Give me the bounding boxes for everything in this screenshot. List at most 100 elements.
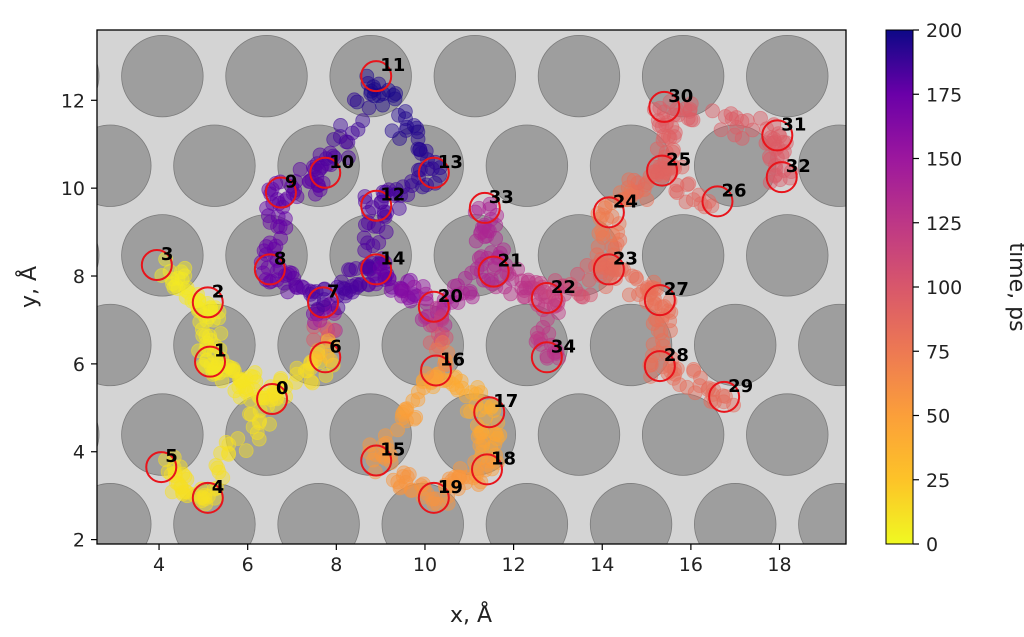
colorbar-tick-label-3: 75 [926,341,950,363]
site-label-6: 6 [329,336,342,357]
trajectory-point-223 [280,284,296,300]
y-tick-label-3: 8 [73,266,85,288]
trajectory-point-32 [238,443,254,459]
trajectory-point-961 [433,309,449,325]
site-marker-14 [360,253,393,286]
trajectory-point-178 [269,389,285,405]
trajectory-point-857 [475,436,491,452]
lattice-atom-1 [17,573,99,637]
trajectory-point-257 [260,260,276,276]
site-marker-20 [417,290,450,323]
lattice-atom-25 [1007,483,1024,565]
site-marker-6 [309,341,342,374]
site-marker-27 [643,284,676,317]
trajectory-point-595 [693,196,709,212]
trajectory-point-872 [477,462,493,478]
site-label-14: 14 [380,248,405,269]
x-tick-label-0: 4 [153,554,165,576]
site-marker-34 [530,341,563,374]
trajectory-point-48 [249,425,265,441]
site-label-17: 17 [493,391,518,412]
trajectory-point-359 [378,184,394,200]
y-tick-label-1: 4 [73,442,85,464]
site-label-33: 33 [489,187,514,208]
trajectory-point-766 [734,130,750,146]
trajectory-point-689 [643,285,659,301]
trajectory-point-623 [481,223,497,239]
trajectory-point-779 [662,94,678,110]
trajectory-point-116 [165,276,180,292]
trajectory-point-204 [312,344,328,360]
trajectory-point-454 [447,278,462,294]
site-marker-15 [360,444,393,477]
trajectory-point-318 [397,104,413,119]
lattice-atom-63 [641,214,725,297]
trajectory-point-414 [337,281,352,297]
site-label-12: 12 [380,185,405,206]
lattice-atom-43 [0,304,47,386]
site-label-19: 19 [438,477,463,498]
site-label-4: 4 [212,477,225,498]
trajectory-point-335 [412,142,428,158]
trajectory-point-333 [406,118,422,133]
trajectory-point-44 [230,431,246,446]
site-marker-11 [360,60,393,93]
trajectory-point-387 [378,224,394,240]
site-label-11: 11 [380,55,405,76]
site-marker-31 [761,119,794,152]
site-marker-13 [417,156,450,189]
lattice-atom-101 [174,0,256,27]
lattice-atom-104 [486,0,568,27]
trajectory-point-645 [530,297,546,313]
lattice-atom-74 [277,124,360,207]
trajectory-point-619 [488,231,504,246]
trajectory-point-322 [392,131,408,146]
site-marker-2 [191,286,224,319]
site-label-26: 26 [721,180,746,201]
site-marker-5 [145,451,178,484]
colorbar-label: time, ps [1004,242,1024,331]
site-label-8: 8 [274,248,287,269]
lattice-atom-92 [746,34,829,118]
site-marker-10 [309,156,342,189]
trajectory-point-569 [621,172,637,188]
lattice-atom-81 [1007,125,1024,207]
trajectory-point-600 [482,196,498,212]
colorbar-tick-label-8: 200 [926,20,962,42]
trajectory-point-849 [487,436,503,452]
lattice-atom-105 [590,0,672,27]
trajectory-point-649 [539,348,555,364]
trajectory-point-465 [464,289,480,305]
site-marker-3 [140,249,173,282]
trajectory-point-145 [235,373,251,388]
lattice-atom-7 [642,573,724,637]
lattice-atom-20 [485,483,569,544]
lattice-atom-4 [330,573,412,637]
trajectory-point-363 [400,187,416,203]
site-label-34: 34 [551,336,576,357]
trajectory-point-949 [419,309,435,324]
colorbar-tick-label-1: 25 [926,470,950,492]
site-label-13: 13 [438,152,463,173]
site-marker-7 [307,286,340,319]
trajectory-point-201 [323,352,339,368]
site-label-31: 31 [781,114,806,135]
site-label-2: 2 [212,281,225,302]
lattice-atom-62 [537,214,621,297]
trajectory-point-931 [410,392,426,407]
plot-frame [96,29,847,545]
lattice-atom-31 [225,393,308,476]
trajectory-point-835 [472,402,488,418]
trajectory-point-328 [388,86,404,101]
colorbar-tick-label-7: 175 [926,84,962,106]
lattice-atom-9 [851,573,933,637]
trajectory-point-326 [366,88,382,104]
trajectory-point-960 [435,335,450,350]
lattice-atom-64 [746,214,829,297]
site-marker-19 [417,481,450,514]
trajectory-point-409 [352,276,368,292]
trajectory-point-805 [768,167,784,183]
lattice-atom-44 [97,303,152,387]
trajectory-point-583 [679,177,695,193]
trajectory-point-519 [581,272,597,288]
